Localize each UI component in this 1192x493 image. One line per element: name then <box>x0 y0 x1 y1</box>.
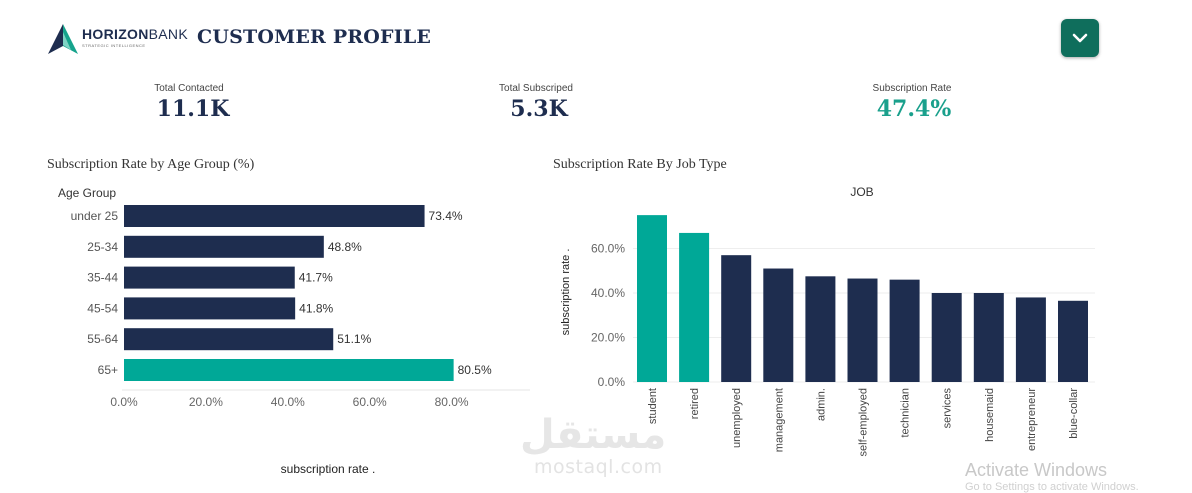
job-bar <box>721 255 752 382</box>
job-y-tick: 0.0% <box>598 375 626 389</box>
job-category-label: retired <box>689 388 701 419</box>
kpi-subscription-rate-value: 47.4% <box>876 96 952 122</box>
watermark-arabic: مستقل <box>520 412 667 458</box>
age-x-tick: 80.0% <box>435 395 469 409</box>
age-data-label: 51.1% <box>337 332 371 346</box>
menu-dropdown-button[interactable] <box>1061 19 1099 57</box>
age-chart-title: Subscription Rate by Age Group (%) <box>47 157 255 172</box>
job-category-label: technician <box>900 388 912 438</box>
job-category-label: self-employed <box>858 388 870 456</box>
job-bar <box>763 268 794 382</box>
job-category-label: unemployed <box>731 388 743 448</box>
age-data-label: 41.8% <box>299 301 333 315</box>
age-category-label: 55-64 <box>87 332 118 346</box>
job-bar <box>889 279 920 382</box>
job-bar <box>847 278 878 382</box>
job-category-label: blue-collar <box>1068 388 1080 439</box>
age-category-label: 25-34 <box>87 240 118 254</box>
job-category-label: housemaid <box>984 388 996 442</box>
kpi-total-subscribed-label: Total Subscriped <box>499 83 573 94</box>
chevron-down-icon <box>1072 33 1088 43</box>
age-axis-header: Age Group <box>58 186 116 200</box>
brand-logo <box>46 22 196 58</box>
kpi-subscription-rate-label: Subscription Rate <box>872 83 952 94</box>
job-bar <box>973 293 1004 382</box>
kpi-total-contacted-label: Total Contacted <box>154 83 224 94</box>
brand-tagline: STRATEGIC INTELLIGENCE <box>82 43 146 48</box>
job-y-tick: 40.0% <box>591 286 625 300</box>
activate-windows-title: Activate Windows <box>965 460 1108 480</box>
job-bar <box>1015 297 1046 382</box>
age-x-tick: 40.0% <box>271 395 305 409</box>
job-y-tick: 60.0% <box>591 242 625 256</box>
age-bar <box>124 266 295 289</box>
job-bar <box>679 232 710 382</box>
watermark-latin: mostaql.com <box>534 456 663 478</box>
job-chart-title: Subscription Rate By Job Type <box>553 157 727 172</box>
age-category-label: 45-54 <box>87 301 118 315</box>
age-data-label: 48.8% <box>328 240 362 254</box>
age-x-tick: 0.0% <box>110 395 138 409</box>
age-x-tick: 20.0% <box>189 395 223 409</box>
age-bar <box>124 297 296 320</box>
age-data-label: 41.7% <box>299 271 333 285</box>
job-y-tick: 20.0% <box>591 331 625 345</box>
job-category-label: admin. <box>815 388 827 421</box>
kpi-total-contacted-value: 11.1K <box>156 96 230 122</box>
brand-name: HORIZONBANK <box>82 26 188 42</box>
age-bar <box>124 205 425 227</box>
age-category-label: under 25 <box>71 209 119 223</box>
job-bar <box>1058 300 1088 382</box>
job-category-label: services <box>942 388 954 429</box>
age-x-tick: 60.0% <box>353 395 387 409</box>
age-category-label: 35-44 <box>87 271 118 285</box>
age-data-label: 73.4% <box>429 209 463 223</box>
job-type-chart: JOB 0.0% 20.0% 40.0% 60.0% subscription rate … <box>560 185 1095 456</box>
age-category-label: 65+ <box>98 363 118 377</box>
age-bar <box>124 328 334 351</box>
job-bar <box>931 293 962 382</box>
age-x-axis-label: subscription rate . <box>281 462 376 476</box>
job-y-axis-label: subscription rate . <box>560 249 572 336</box>
job-chart-header: JOB <box>850 185 873 199</box>
activate-windows-sub: Go to Settings to activate Windows. <box>965 481 1139 493</box>
age-bar <box>124 235 324 258</box>
kpi-total-subscribed-value: 5.3K <box>510 96 568 122</box>
logo-mark-icon <box>48 24 78 54</box>
job-category-label: student <box>647 388 659 424</box>
page-title: CUSTOMER PROFILE <box>197 26 432 48</box>
job-category-label: entrepreneur <box>1026 388 1038 451</box>
age-data-label: 80.5% <box>458 363 492 377</box>
job-category-label: management <box>773 388 785 452</box>
job-bar <box>805 276 836 382</box>
job-bar <box>637 215 667 382</box>
age-bar <box>124 359 454 381</box>
age-group-chart: Age Group under 25 73.4% 25-34 48.8% 35-44 41.… <box>58 186 530 476</box>
